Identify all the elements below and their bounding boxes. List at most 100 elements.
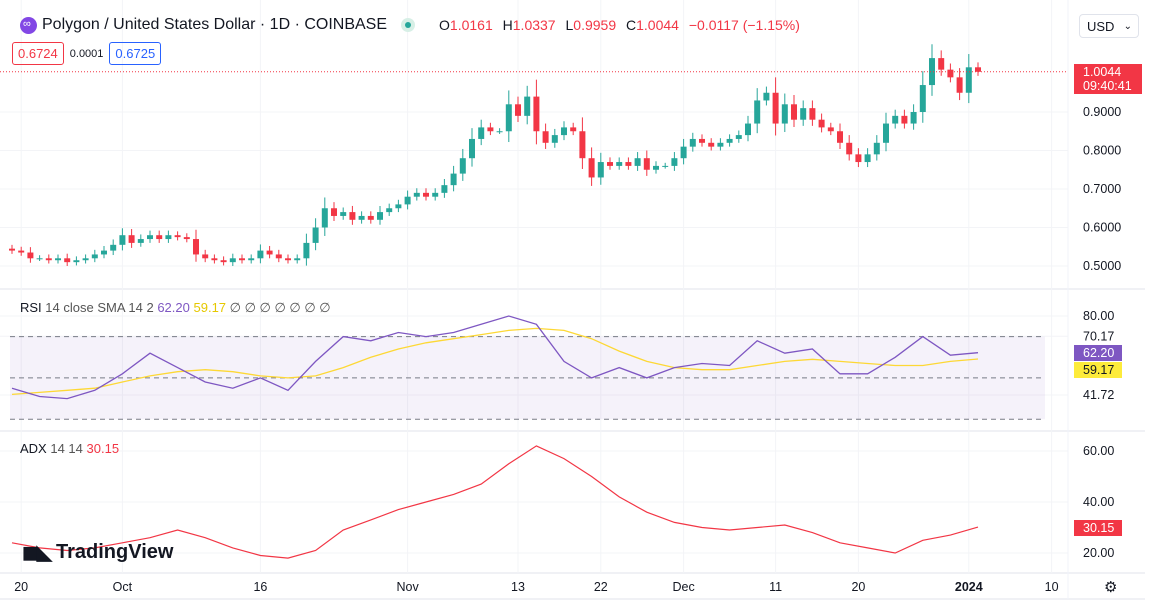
candle-up (450, 173, 457, 186)
tradingview-mark-icon: ◼◣ (22, 542, 52, 564)
candle-up (763, 92, 770, 101)
x-tick-label: 20 (851, 580, 865, 594)
adx-legend[interactable]: ADX 14 14 30.15 (20, 441, 119, 456)
candle-up (321, 208, 328, 228)
candle-up (432, 192, 439, 197)
y-tick-label: 0.9000 (1083, 105, 1121, 119)
x-tick-label: Dec (672, 580, 694, 594)
x-tick-label: 16 (253, 580, 267, 594)
currency-value: USD (1087, 19, 1115, 34)
candle-down (975, 67, 981, 72)
adx-value: 30.15 (86, 441, 120, 456)
candle-up (312, 227, 319, 243)
candle-down (588, 158, 595, 178)
candle-down (846, 142, 853, 155)
candle-down (542, 131, 549, 143)
candle-up (413, 192, 420, 197)
candle-down (938, 58, 945, 70)
candle-up (496, 131, 503, 133)
candle-down (956, 77, 963, 93)
sell-button[interactable]: 0.6724 (12, 42, 64, 65)
candle-up (745, 123, 751, 136)
candle-down (239, 258, 245, 261)
candle-down (349, 212, 356, 220)
y-tick-label: 0.8000 (1083, 144, 1121, 158)
candle-up (754, 100, 761, 124)
candle-down (275, 254, 282, 259)
candle-down (220, 260, 227, 263)
close-label: C (626, 17, 637, 33)
low-value: 0.9959 (573, 17, 617, 33)
symbol-title[interactable]: Polygon / United States Dollar · 1D · CO… (42, 16, 388, 33)
candle-up (55, 258, 61, 261)
x-tick-label: 11 (769, 580, 782, 594)
adx-line (11, 445, 979, 559)
candle-up (892, 115, 899, 124)
candle-up (441, 185, 448, 193)
candle-up (377, 212, 383, 220)
candle-down (285, 258, 291, 261)
y-tick-label: 60.00 (1083, 444, 1114, 458)
ohlc-values: O1.0161 H1.0337 L0.9959 C1.0044 −0.0117 … (433, 17, 800, 33)
rsi-na-values: ∅ ∅ ∅ ∅ ∅ ∅ ∅ (229, 300, 331, 315)
candle-up (505, 104, 512, 132)
candle-up (165, 235, 172, 240)
x-tick-label: Oct (113, 580, 133, 594)
candle-up (386, 208, 393, 213)
candle-down (174, 235, 181, 238)
last-price-tag: 1.0044 09:40:41 (1074, 64, 1142, 94)
x-tick-label: 2024 (955, 580, 983, 594)
candle-up (469, 138, 475, 159)
candle-up (781, 104, 788, 124)
change-value: −0.0117 (−1.15%) (688, 17, 800, 33)
rsi-params: 14 close SMA 14 2 (45, 300, 154, 315)
candle-up (873, 142, 880, 155)
candle-up (662, 165, 669, 167)
candle-up (653, 165, 659, 170)
candle-up (147, 235, 153, 240)
market-status-icon[interactable] (401, 18, 416, 32)
candle-down (699, 138, 705, 143)
adx-params: 14 14 (50, 441, 83, 456)
candle-up (864, 154, 871, 163)
chevron-down-icon: ⌄ (1123, 21, 1132, 32)
y-tick-label: 20.00 (1083, 546, 1114, 560)
candle-down (855, 154, 862, 163)
candle-up (965, 67, 972, 93)
candle-down (202, 254, 209, 259)
candle-up (358, 215, 365, 220)
settings-icon[interactable]: ⚙ (1104, 579, 1118, 596)
candle-down (9, 248, 15, 251)
rsi-legend[interactable]: RSI 14 close SMA 14 2 62.20 59.17 ∅ ∅ ∅ … (20, 300, 331, 316)
rsi-line (11, 315, 979, 400)
tradingview-logo[interactable]: ◼◣ TradingView (22, 540, 173, 565)
buy-button[interactable]: 0.6725 (109, 42, 162, 65)
y-tick-label: 80.00 (1083, 309, 1114, 323)
high-value: 1.0337 (512, 17, 556, 33)
open-label: O (439, 17, 450, 33)
candle-down (193, 239, 199, 255)
candle-up (929, 58, 935, 86)
candle-up (110, 244, 117, 251)
rsi-tag: 62.20 (1074, 345, 1122, 361)
candle-up (404, 196, 411, 205)
candle-up (680, 146, 687, 159)
currency-select[interactable]: USD ⌄ (1079, 14, 1139, 38)
x-tick-label: 10 (1045, 580, 1059, 594)
candle-down (128, 235, 135, 243)
candle-up (257, 250, 264, 259)
polygon-logo-icon (20, 16, 37, 34)
y-tick-label: 41.72 (1083, 388, 1114, 402)
y-tick-label: 0.7000 (1083, 182, 1121, 196)
candle-up (800, 108, 807, 120)
candle-up (597, 162, 604, 178)
candle-up (919, 85, 926, 112)
candle-up (524, 96, 531, 116)
x-tick-label: 22 (594, 580, 608, 594)
candle-up (137, 239, 144, 243)
spread: 0.0001 (69, 47, 104, 60)
symbol-legend: Polygon / United States Dollar · 1D · CO… (20, 16, 800, 34)
candle-down (579, 131, 586, 159)
candle-down (772, 92, 779, 124)
